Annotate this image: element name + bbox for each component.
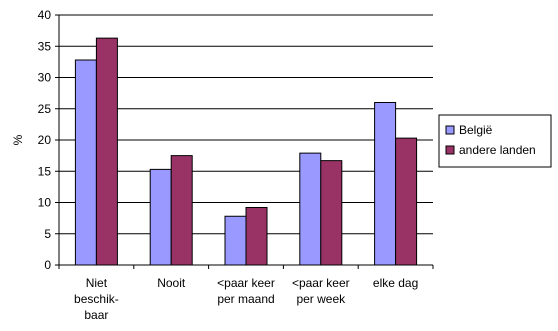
y-tick-label: 15 [38,164,52,178]
legend-swatch [445,125,455,135]
y-tick-label: 5 [44,227,51,241]
x-tick-label: elke dag [373,276,418,290]
bar [95,37,118,266]
y-tick-label: 25 [38,102,52,116]
gridlines [59,14,433,235]
x-tick-label: <paar keer per maand [217,276,275,306]
legend-swatch [445,145,455,155]
y-tick-label: 40 [38,8,52,22]
y-tick-label: 10 [38,196,52,210]
bar [74,59,97,266]
bar [149,168,172,266]
bar [170,155,193,266]
bar [320,160,343,266]
bar [299,152,322,266]
bar [395,137,418,266]
legend: België andere landen [438,114,552,168]
y-tick-label: 20 [38,133,52,147]
y-tick-label: 35 [38,39,52,53]
y-tick-label: 0 [44,258,51,272]
y-tick-label: 30 [38,71,52,85]
bars [74,37,418,266]
x-tick-label: <paar keer per week [292,276,350,306]
bar [245,207,268,266]
legend-box [438,114,552,168]
x-tick-label: Nooit [157,276,186,290]
x-tick-label: Niet beschik-baar [74,276,119,322]
bar [224,215,247,266]
bar [374,102,397,266]
legend-label: België [459,123,493,137]
y-axis-label: % [11,134,25,145]
axes: 0 5 10 15 20 25 30 35 40 Niet beschik-baar Nooit <pa… [38,8,434,322]
legend-label: andere landen [459,143,536,157]
